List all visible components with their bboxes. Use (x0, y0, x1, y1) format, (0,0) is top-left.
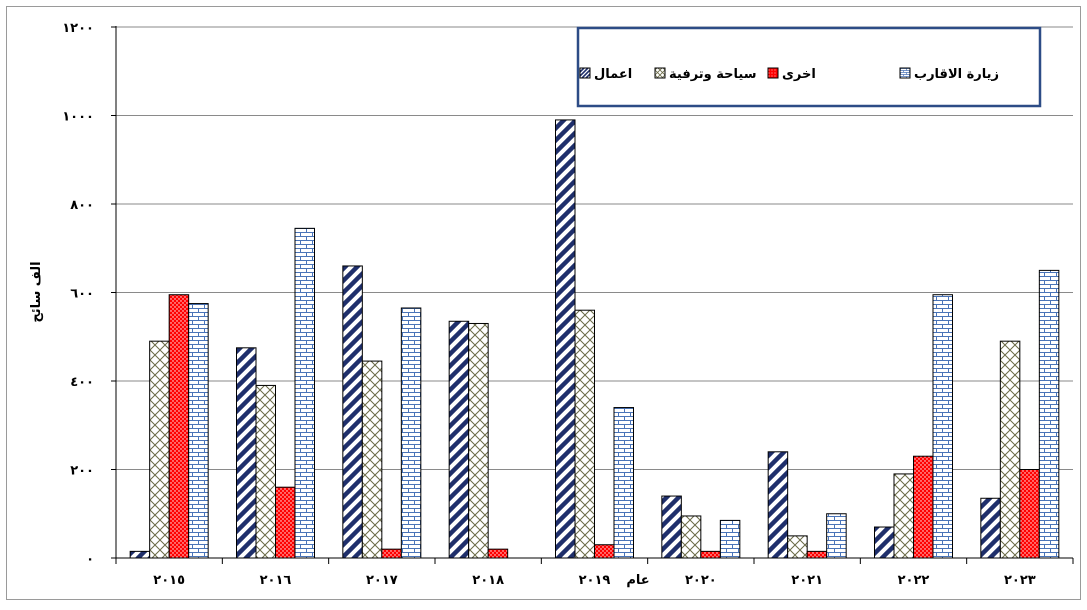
x-tick-label: ٢٠٢١ (791, 573, 823, 588)
legend-label: زيارة الاقارب (914, 67, 999, 82)
bar (680, 515, 702, 559)
y-tick-label: ٦٠٠ (70, 287, 94, 302)
axes (111, 26, 1074, 564)
bar (1019, 469, 1040, 559)
x-tick-label: ٢٠١٩ (579, 573, 611, 588)
legend-label: اخرى (782, 67, 816, 82)
bar (594, 544, 615, 559)
y-tick-label: ٢٠٠ (70, 464, 94, 479)
bar (188, 303, 209, 559)
legend-swatch (654, 67, 666, 79)
bar (236, 347, 257, 559)
bar (149, 340, 170, 559)
bar (806, 550, 828, 559)
bar (361, 360, 383, 559)
legend-swatch (579, 67, 591, 79)
bar (574, 309, 595, 559)
bar (487, 548, 509, 559)
bar (275, 486, 296, 559)
bar (400, 307, 422, 559)
bars (129, 119, 1060, 559)
y-tick-label: ٨٠٠ (70, 198, 94, 213)
legend-swatch (767, 67, 779, 79)
bar (613, 407, 634, 559)
bar (448, 320, 470, 559)
x-tick-label: ٢٠٢٠ (685, 573, 717, 588)
bar (255, 384, 276, 559)
bar (787, 535, 808, 559)
bar (874, 526, 895, 559)
x-tick-label: ٢٠١٦ (260, 573, 292, 588)
x-tick-label: ٢٠٢٣ (1004, 573, 1036, 588)
y-tick-label: ٤٠٠ (70, 375, 94, 390)
y-axis-title: الف سائح (29, 261, 44, 322)
bar (826, 513, 847, 559)
bar (980, 497, 1001, 559)
y-tick-label: ١٠٠٠ (62, 110, 94, 125)
x-tick-label: ٢٠٢٢ (898, 573, 930, 588)
bar (999, 340, 1021, 559)
legend: اعمال سياحة وترفية اخرى زيارة الاقارب (576, 26, 1042, 108)
bar (893, 473, 914, 559)
legend-swatch (899, 67, 911, 79)
bar (555, 119, 576, 559)
x-axis-title: عام (626, 573, 649, 588)
bar (661, 495, 682, 559)
y-axis-ticks: ٠ ٢٠٠ ٤٠٠ ٦٠٠ ٨٠٠ ١٠٠٠ ١٢٠٠ (62, 21, 94, 567)
bar (294, 227, 315, 559)
bar (381, 548, 402, 559)
x-tick-label: ٢٠١٧ (366, 573, 398, 588)
bar (129, 550, 151, 559)
bar (342, 265, 363, 559)
bar (719, 519, 741, 559)
y-tick-label: ١٢٠٠ (62, 21, 94, 36)
bar (1038, 269, 1060, 559)
x-tick-label: ٢٠١٨ (472, 573, 504, 588)
bar (468, 322, 489, 559)
bar (913, 455, 934, 559)
x-axis-ticks: ٢٠١٥ ٢٠١٦ ٢٠١٧ ٢٠١٨ ٢٠١٩ ٢٠٢٠ ٢٠٢١ ٢٠٢٢ ٢٠٢٣ (153, 573, 1035, 588)
legend-box (576, 26, 1042, 108)
bar (168, 294, 190, 559)
bar (767, 451, 789, 559)
legend-label: سياحة وترفية (669, 67, 757, 82)
bar (932, 294, 953, 559)
bar (700, 550, 721, 559)
y-tick-label: ٠ (86, 552, 94, 567)
x-tick-label: ٢٠١٥ (153, 573, 185, 588)
legend-label: اعمال (594, 67, 632, 82)
